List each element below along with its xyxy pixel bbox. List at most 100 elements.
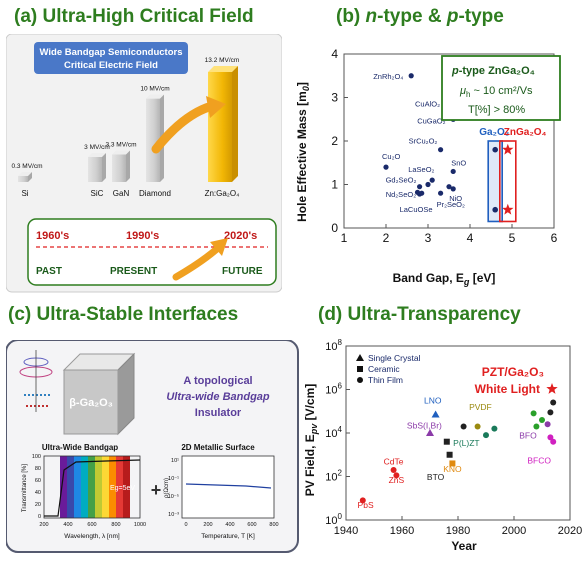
- znga2o4-box: [499, 140, 517, 223]
- legend-marker-1: [357, 366, 363, 372]
- inset2-xlabel: Temperature, T [K]: [201, 533, 255, 540]
- material-label-6: LaSeO₂: [408, 165, 434, 174]
- panel-b-title-n: n: [365, 6, 378, 27]
- spectrum-band-2: [74, 456, 81, 518]
- pv-label-7: KNO: [443, 464, 462, 474]
- material-label-5: Cu₂O: [382, 152, 400, 161]
- bar-category-1: SiC: [91, 189, 104, 198]
- bar-category-0: Si: [21, 189, 28, 198]
- legend-marker-2: [357, 377, 363, 383]
- inset1-ytick-4: 80: [35, 466, 41, 472]
- bar-2: [112, 154, 126, 182]
- material-point-7: [417, 184, 423, 190]
- chart-b-info-line2: μh ~ 10 cm²/Vs: [459, 85, 533, 99]
- material-point-13: [425, 181, 431, 188]
- y-tick-label-3: 3: [331, 91, 338, 105]
- timeline-arrow-head: [210, 238, 228, 256]
- inset1-ytick-2: 40: [35, 490, 41, 496]
- bar-top-3: [146, 94, 164, 99]
- panel-c-title: (c) Ultra-Stable Interfaces: [8, 304, 239, 325]
- inset2-ytick-0: 10⁻³: [168, 512, 179, 518]
- era-past: PAST: [36, 266, 62, 277]
- chart-a-bars: 0.3 MV/cm Si 3 MV/cm SiC 3.3 MV/cm GaN 10 MV/c…: [11, 57, 239, 198]
- pv-point-12: [530, 410, 537, 417]
- bar-top-0: [18, 172, 32, 176]
- y-tick-label-4: 104: [325, 425, 342, 440]
- resistivity-curve: [185, 483, 272, 489]
- znga2o4-star-0: [502, 143, 514, 155]
- ga2o3-point-1: [492, 206, 498, 213]
- inset2-ylabel: ρ(Ωcm): [164, 478, 170, 498]
- legend-label-0: Single Crystal: [368, 353, 421, 363]
- pv-point-1: [390, 466, 397, 473]
- inset1-ylabel: Transmittance [%]: [22, 464, 28, 512]
- white-light-star: [546, 383, 558, 394]
- spin-texture-icon: [19, 350, 53, 412]
- panel-c-text-line1: A topological: [183, 375, 252, 387]
- pv-point-6: [449, 460, 456, 467]
- chart-b-xlabel: Band Gap, Eg [eV]: [393, 271, 496, 287]
- pv-label-5: PVDF: [469, 402, 492, 412]
- x-tick-label-5: 5: [509, 231, 516, 245]
- material-label-11: Pr₂SeO₂: [437, 200, 465, 209]
- spectrum-band-4: [88, 456, 95, 518]
- pv-label-9: BFO: [519, 430, 537, 440]
- bar-4: [208, 72, 232, 182]
- bar-value-label-1: 3 MV/cm: [84, 144, 110, 151]
- y-tick-label-6: 106: [325, 382, 342, 397]
- chart-d-annotation-line2: White Light: [475, 382, 540, 396]
- inset1-xtick-3: 800: [111, 522, 120, 528]
- x-tick-label-1: 1: [341, 231, 348, 245]
- bar-category-4: Zn:Ga₂O₄: [205, 189, 240, 198]
- transmittance-spectrum: [60, 456, 130, 518]
- panel-b-title-mid: -type &: [377, 6, 447, 27]
- pv-label-2: ZnS: [389, 475, 405, 485]
- material-label-2: CuGaO₂: [417, 116, 445, 125]
- interfaces-figure: β-Ga₂O₃ A topological Ultra-wide Bandgap…: [6, 340, 299, 553]
- inset1-ytick-3: 60: [35, 478, 41, 484]
- pv-label-0: PbS: [358, 500, 374, 510]
- chart-b-info-box: [441, 55, 561, 121]
- legend-label-2: Thin Film: [368, 375, 403, 385]
- pv-point-17: [550, 399, 557, 406]
- x-tick-label-2000: 2000: [502, 525, 526, 537]
- spectrum-band-8: [116, 456, 123, 518]
- znga2o4-label: ZnGa₂O₄: [504, 127, 547, 138]
- material-label-10: LaCuOSe: [400, 205, 433, 214]
- panel-a-title: (a) Ultra-High Critical Field: [14, 6, 254, 27]
- pv-label-1: CdTe: [384, 457, 404, 467]
- chart-b-info-line3: T[%] > 80%: [468, 104, 525, 116]
- inset1-xtick-4: 1000: [134, 522, 146, 528]
- pv-label-4: SbS(I,Br): [407, 421, 442, 431]
- material-label-9: NiO: [449, 194, 462, 203]
- bar-side-1: [102, 153, 106, 182]
- chart-d-annotation-line1: PZT/Ga₂O₃: [482, 365, 544, 379]
- inset1-xtick-2: 600: [87, 522, 96, 528]
- material-point-4: [450, 168, 456, 175]
- material-point-6: [429, 177, 435, 183]
- pv-point-8: [460, 423, 467, 430]
- era-future: FUTURE: [222, 266, 263, 277]
- timeline-year-2020s: 2020's: [224, 230, 257, 242]
- x-tick-label-3: 3: [425, 231, 432, 245]
- pv-point-7: [443, 438, 450, 445]
- inset2-xtick-1: 200: [203, 522, 212, 528]
- panel-b-title-p: p: [446, 6, 459, 27]
- pv-label-3: LNO: [424, 396, 442, 406]
- x-tick-label-2: 2: [383, 231, 390, 245]
- panel-d-title: (d) Ultra-Transparency: [318, 304, 521, 325]
- chart-b-ylabel: Hole Effective Mass [m0]: [295, 82, 311, 222]
- panel-b-title: (b) n-type & p-type: [336, 6, 504, 28]
- era-present: PRESENT: [110, 266, 157, 277]
- pv-point-0: [359, 497, 366, 504]
- material-point-0: [408, 73, 414, 79]
- material-point-9: [450, 186, 456, 192]
- bar-value-label-3: 10 MV/cm: [140, 86, 169, 93]
- inset2-ytick-3: 10¹: [171, 458, 179, 464]
